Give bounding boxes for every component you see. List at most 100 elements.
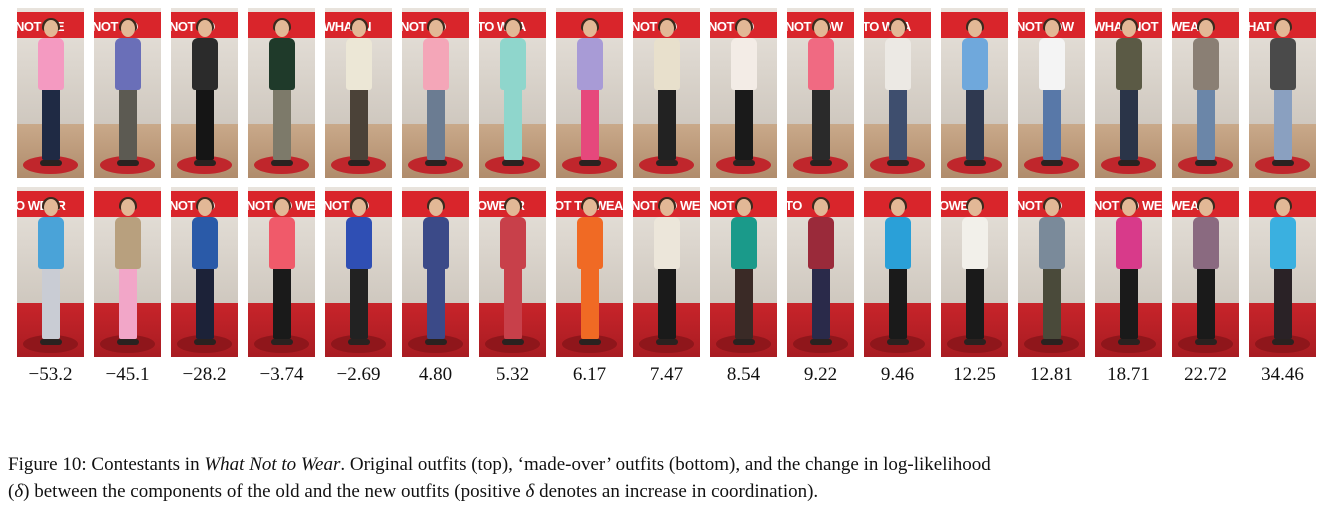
outfit-bottom bbox=[657, 88, 676, 160]
contestant-figure bbox=[342, 197, 376, 347]
head bbox=[351, 20, 366, 37]
contestant-figure bbox=[650, 197, 684, 347]
head bbox=[1198, 20, 1213, 37]
contestant-figure bbox=[727, 197, 761, 347]
outfit-top bbox=[268, 38, 295, 90]
head bbox=[197, 199, 212, 216]
contestant-figure bbox=[419, 197, 453, 347]
made-over-outfit-photo bbox=[1249, 187, 1316, 357]
outfit-bottom bbox=[1119, 267, 1138, 339]
contestant-figure bbox=[1035, 197, 1069, 347]
banner-text: NOT bbox=[710, 198, 734, 213]
contestant-figure bbox=[34, 197, 68, 347]
original-outfit-photo: TO WEA bbox=[479, 8, 546, 178]
made-over-outfit-photo: NOT TO bbox=[325, 187, 392, 357]
head bbox=[890, 199, 905, 216]
original-outfit-photo bbox=[248, 8, 315, 178]
delta-value: 6.17 bbox=[572, 364, 607, 385]
caption-delta-symbol: δ bbox=[525, 481, 535, 502]
delta-value: 9.22 bbox=[803, 364, 838, 385]
caption-line-1: Figure 10: Contestants in What Not to We… bbox=[8, 451, 1333, 478]
made-over-outfit-photo bbox=[94, 187, 161, 357]
outfit-bottom bbox=[1273, 88, 1292, 160]
shoes bbox=[655, 339, 678, 345]
outfit-bottom bbox=[272, 88, 291, 160]
original-outfit-photo: NOT TO bbox=[402, 8, 469, 178]
contestant-figure bbox=[1189, 197, 1223, 347]
outfit-top bbox=[268, 217, 295, 269]
outfit-top bbox=[37, 38, 64, 90]
original-outfits-row: NOT WE NOT TO NOT TO WHAT N NOT TO TO WEA NOT … bbox=[17, 8, 1322, 178]
outfit-top bbox=[1038, 38, 1065, 90]
outfit-top bbox=[961, 217, 988, 269]
outfit-top bbox=[499, 38, 526, 90]
outfit-bottom bbox=[349, 267, 368, 339]
contestant-figure bbox=[804, 18, 838, 168]
shoes bbox=[501, 160, 524, 166]
contestant-figure bbox=[188, 18, 222, 168]
outfit-top bbox=[37, 217, 64, 269]
original-outfit-photo: TO WEA bbox=[864, 8, 931, 178]
original-outfit-photo: WHAT NOT bbox=[1095, 8, 1162, 178]
head bbox=[967, 20, 982, 37]
banner-text: TO bbox=[787, 198, 802, 213]
original-outfit-photo: WHAT N bbox=[325, 8, 392, 178]
figure-caption: Figure 10: Contestants in What Not to We… bbox=[8, 451, 1333, 505]
outfit-bottom bbox=[195, 88, 214, 160]
outfit-bottom bbox=[580, 88, 599, 160]
outfit-top bbox=[1269, 217, 1296, 269]
original-outfit-photo: NOT TO bbox=[633, 8, 700, 178]
caption-line-2: (δ) between the components of the old an… bbox=[8, 478, 1333, 505]
delta-value: 5.32 bbox=[495, 364, 530, 385]
head bbox=[659, 199, 674, 216]
outfit-top bbox=[884, 217, 911, 269]
head bbox=[967, 199, 982, 216]
original-outfit-photo: NOT TO bbox=[710, 8, 777, 178]
head bbox=[582, 20, 597, 37]
contestant-figure bbox=[496, 197, 530, 347]
original-outfit-photo: NOT WE bbox=[17, 8, 84, 178]
shoes bbox=[424, 339, 447, 345]
original-outfit-photo: NOT TOW bbox=[787, 8, 854, 178]
contestant-figure bbox=[1112, 18, 1146, 168]
outfit-top bbox=[807, 217, 834, 269]
head bbox=[659, 20, 674, 37]
outfit-bottom bbox=[118, 267, 137, 339]
made-over-outfit-photo: NOT TO bbox=[1018, 187, 1085, 357]
made-over-outfit-photo: NOT bbox=[710, 187, 777, 357]
made-over-outfit-photo: NOT TO WE bbox=[633, 187, 700, 357]
shoes bbox=[1117, 339, 1140, 345]
contestant-figure bbox=[496, 18, 530, 168]
original-outfit-photo bbox=[556, 8, 623, 178]
head bbox=[1275, 199, 1290, 216]
head bbox=[43, 199, 58, 216]
head bbox=[1198, 199, 1213, 216]
outfit-bottom bbox=[734, 267, 753, 339]
outfit-top bbox=[1115, 217, 1142, 269]
shoes bbox=[270, 160, 293, 166]
shoes bbox=[501, 339, 524, 345]
made-over-outfit-photo: TO bbox=[787, 187, 854, 357]
contestant-figure bbox=[958, 18, 992, 168]
shoes bbox=[1040, 160, 1063, 166]
caption-text: Contestants in bbox=[86, 454, 205, 475]
head bbox=[582, 199, 597, 216]
contestant-figure bbox=[188, 197, 222, 347]
outfit-top bbox=[114, 217, 141, 269]
shoes bbox=[886, 160, 909, 166]
caption-text: denotes an increase in coordination). bbox=[534, 481, 819, 502]
head bbox=[1044, 20, 1059, 37]
shoes bbox=[1194, 160, 1217, 166]
outfit-top bbox=[576, 217, 603, 269]
outfit-bottom bbox=[1119, 88, 1138, 160]
delta-value: 7.47 bbox=[649, 364, 684, 385]
delta-value: 34.46 bbox=[1261, 364, 1304, 385]
outfit-bottom bbox=[503, 267, 522, 339]
outfit-bottom bbox=[811, 267, 830, 339]
head bbox=[351, 199, 366, 216]
outfit-top bbox=[653, 38, 680, 90]
outfit-bottom bbox=[426, 267, 445, 339]
head bbox=[1121, 199, 1136, 216]
caption-text: ) between the components of the old and … bbox=[23, 481, 526, 502]
outfit-top bbox=[191, 38, 218, 90]
